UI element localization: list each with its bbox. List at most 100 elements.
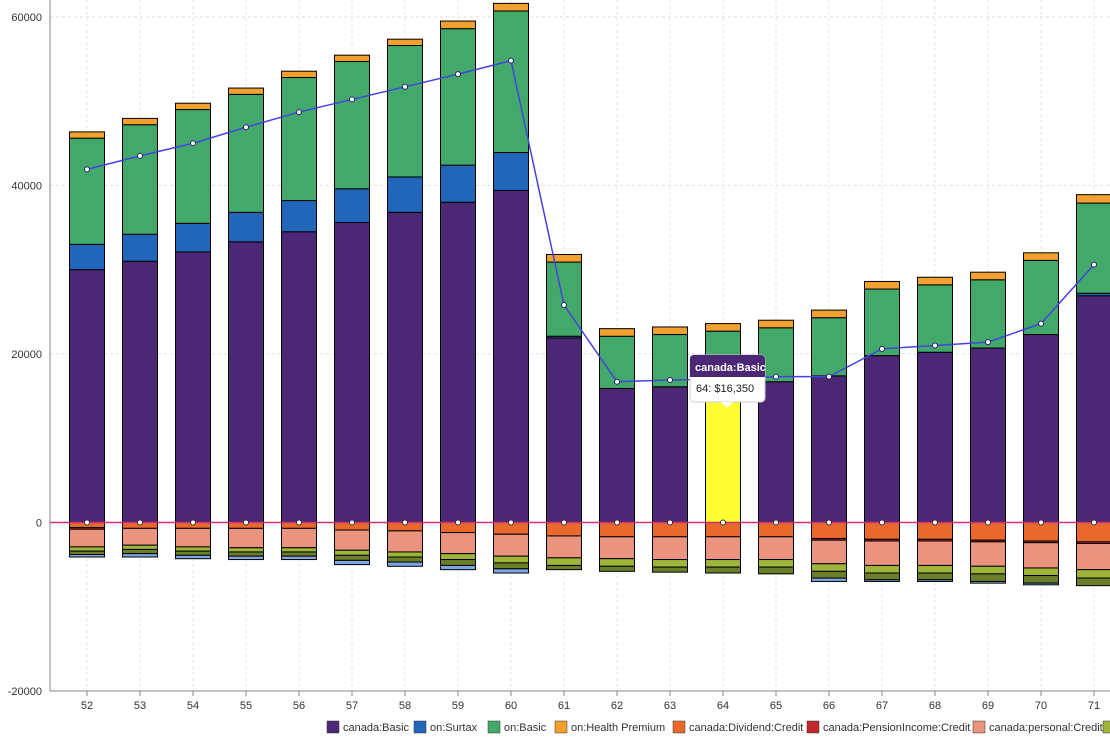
- net-tax-point: [508, 57, 514, 64]
- bar-segment: [440, 564, 476, 571]
- bar-segment: [122, 260, 158, 523]
- bar-segment: [281, 551, 317, 557]
- bar-segment: [228, 211, 264, 243]
- x-tick-label: 71: [1088, 700, 1100, 712]
- bar-segment: [864, 579, 900, 582]
- bar-segment: [1076, 577, 1110, 587]
- zero-marker: [190, 519, 196, 526]
- bar-segment: [281, 200, 317, 233]
- bar-segment: [122, 233, 158, 262]
- y-tick-label: 20000: [11, 349, 42, 361]
- bar-segment: [652, 566, 688, 573]
- tooltip-value: 64: $16,350: [696, 383, 754, 395]
- net-tax-point: [84, 166, 90, 173]
- bar-segment: [652, 326, 688, 336]
- bar-segment: [917, 540, 953, 566]
- zero-marker: [720, 519, 726, 526]
- legend-label: on:Health Premium: [571, 722, 665, 734]
- bar-segment: [387, 551, 423, 558]
- bar-segment: [228, 87, 264, 95]
- net-tax-point: [826, 373, 832, 380]
- bar-segment: [440, 201, 476, 523]
- x-tick-label: 59: [452, 700, 464, 712]
- legend-label: on:Surtax: [430, 722, 478, 734]
- bar-segment: [440, 532, 476, 555]
- bar-segment: [599, 558, 635, 567]
- x-tick-label: 61: [558, 700, 570, 712]
- bar-segment: [864, 288, 900, 357]
- bar-segment: [228, 93, 264, 213]
- zero-marker: [84, 519, 90, 526]
- net-tax-point: [137, 152, 143, 159]
- bar-segment: [387, 556, 423, 563]
- bar-segment: [228, 527, 264, 549]
- bar-segment: [387, 530, 423, 553]
- bar-segment: [917, 564, 953, 574]
- bar-segment: [546, 253, 582, 263]
- bar-segment: [493, 10, 529, 154]
- bar-segment: [1076, 543, 1110, 571]
- legend-swatch: [1102, 720, 1110, 734]
- bar-segment: [334, 554, 370, 561]
- bar-segment: [122, 527, 158, 546]
- bar-segment: [758, 381, 794, 523]
- bar-segment: [811, 570, 847, 579]
- y-tick-label: 40000: [11, 180, 42, 192]
- x-tick-label: 53: [134, 700, 146, 712]
- bar-segment: [334, 549, 370, 556]
- bar-segment: [69, 528, 105, 548]
- x-tick-label: 54: [187, 700, 199, 712]
- bar-segment: [334, 221, 370, 523]
- bar-segment: [864, 564, 900, 574]
- bar-segment: [970, 347, 1006, 523]
- zero-marker: [667, 519, 673, 526]
- bar-segment: [1023, 334, 1059, 523]
- bar-segment: [387, 176, 423, 213]
- bar-segment: [811, 539, 847, 565]
- bar-segment: [69, 546, 105, 552]
- tooltip-pointer: [721, 402, 733, 408]
- bar-segment: [970, 565, 1006, 575]
- legend-swatch: [806, 720, 820, 734]
- net-tax-point: [402, 83, 408, 90]
- bar-segment: [811, 563, 847, 572]
- bar-segment: [493, 533, 529, 557]
- bar-segment: [334, 529, 370, 551]
- legend-label: canada:personal:Credit: [989, 722, 1103, 734]
- x-tick-label: 52: [81, 700, 93, 712]
- bar-segment: [705, 323, 741, 332]
- y-tick-label: 0: [36, 517, 42, 529]
- net-tax-point: [349, 96, 355, 103]
- x-tick-label: 62: [611, 700, 623, 712]
- net-tax-point: [985, 339, 991, 346]
- bar-segment: [175, 109, 211, 224]
- bar-segment: [599, 387, 635, 523]
- bar-segment: [811, 309, 847, 319]
- bar-segment: [811, 317, 847, 377]
- bar-segment: [599, 536, 635, 560]
- bar-segment: [758, 319, 794, 329]
- zero-marker: [985, 519, 991, 526]
- bar-segment: [546, 535, 582, 559]
- zero-marker: [137, 519, 143, 526]
- axes: -20000 0 20000 40000 60000 52 53 54 55 56 57 58 59 60…: [8, 0, 1110, 712]
- net-tax-point: [455, 71, 461, 78]
- bar-segment: [387, 45, 423, 178]
- bar-segment: [387, 561, 423, 567]
- bar-segment: [228, 555, 264, 561]
- bar-segment: [175, 102, 211, 111]
- bar-segment: [334, 559, 370, 566]
- bar-segment: [440, 559, 476, 566]
- bar-segment: [122, 544, 158, 550]
- legend-label: on:Basic: [504, 722, 547, 734]
- bar-segment: [1076, 194, 1110, 204]
- bar-segment: [1023, 252, 1059, 261]
- legend-swatch: [413, 720, 427, 734]
- bar-segment: [970, 541, 1006, 567]
- zero-marker: [826, 519, 832, 526]
- legend-swatch: [487, 720, 501, 734]
- legend-swatch: [554, 720, 568, 734]
- bar-segment: [122, 553, 158, 558]
- bar-segment: [281, 231, 317, 523]
